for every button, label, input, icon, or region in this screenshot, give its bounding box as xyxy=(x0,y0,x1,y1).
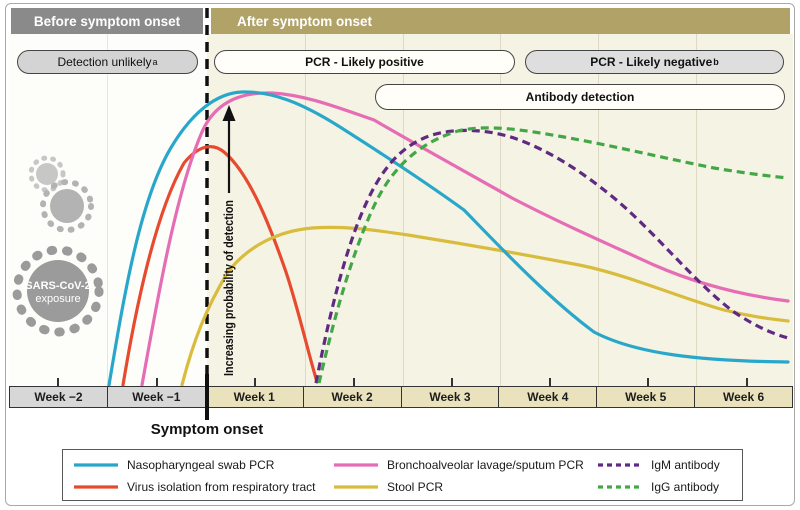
week-cell: Week 4 xyxy=(498,387,597,407)
week-cell: Week 2 xyxy=(302,387,401,407)
week-axis: Week −2 Week −1 Week 1 Week 2 Week 3 Wee… xyxy=(9,386,793,408)
legend-item: Nasopharyngeal swab PCR xyxy=(73,458,274,472)
pill-pcr-positive-label: PCR - Likely positive xyxy=(305,55,424,69)
pill-pcr-likely-negative: PCR - Likely negative b xyxy=(525,50,784,74)
legend-line-solid-icon xyxy=(334,485,378,489)
axis-tick xyxy=(647,378,649,387)
legend-line-solid-icon xyxy=(74,485,118,489)
axis-tick xyxy=(156,378,158,387)
figure-border xyxy=(5,3,795,506)
banner-after-symptom-onset: After symptom onset xyxy=(211,8,790,34)
pill-detection-unlikely-label: Detection unlikely xyxy=(57,55,152,69)
legend-item: IgM antibody xyxy=(597,458,720,472)
pill-detection-unlikely: Detection unlikely a xyxy=(17,50,198,74)
pill-pcr-negative-label: PCR - Likely negative xyxy=(590,55,713,69)
axis-tick xyxy=(549,378,551,387)
banner-before-label: Before symptom onset xyxy=(33,13,181,29)
legend-item: IgG antibody xyxy=(597,480,719,494)
pill-antibody-detection: Antibody detection xyxy=(375,84,785,110)
legend-item: Virus isolation from respiratory tract xyxy=(73,480,316,494)
legend-label: Bronchoalveolar lavage/sputum PCR xyxy=(387,458,584,472)
legend-label: IgM antibody xyxy=(651,458,720,472)
week-cell: Week −2 xyxy=(10,387,107,407)
legend-item: Stool PCR xyxy=(333,480,443,494)
legend-label: Virus isolation from respiratory tract xyxy=(127,480,316,494)
axis-tick xyxy=(57,378,59,387)
pill-antibody-label: Antibody detection xyxy=(525,90,635,104)
legend: Nasopharyngeal swab PCR Virus isolation … xyxy=(62,449,743,501)
pill-pcr-likely-positive: PCR - Likely positive xyxy=(214,50,515,74)
week-cell: Week 6 xyxy=(694,387,792,407)
legend-item: Bronchoalveolar lavage/sputum PCR xyxy=(333,458,584,472)
week-cell: Week 1 xyxy=(204,387,303,407)
axis-tick xyxy=(254,378,256,387)
legend-label: Stool PCR xyxy=(387,480,444,494)
axis-tick xyxy=(746,378,748,387)
legend-line-dashed-icon xyxy=(598,485,642,489)
legend-label: IgG antibody xyxy=(651,480,720,494)
banner-before-symptom-onset: Before symptom onset xyxy=(11,8,203,34)
legend-label: Nasopharyngeal swab PCR xyxy=(127,458,275,472)
legend-line-dashed-icon xyxy=(598,463,642,467)
axis-tick xyxy=(451,378,453,387)
banner-after-label: After symptom onset xyxy=(237,13,373,29)
week-cell: Week 5 xyxy=(596,387,695,407)
week-cell: Week 3 xyxy=(400,387,499,407)
symptom-onset-label: Symptom onset xyxy=(150,421,264,438)
legend-line-solid-icon xyxy=(74,463,118,467)
legend-line-solid-icon xyxy=(334,463,378,467)
axis-tick xyxy=(353,378,355,387)
week-cell: Week −1 xyxy=(106,387,205,407)
symptom-onset-solid-line xyxy=(205,374,209,420)
